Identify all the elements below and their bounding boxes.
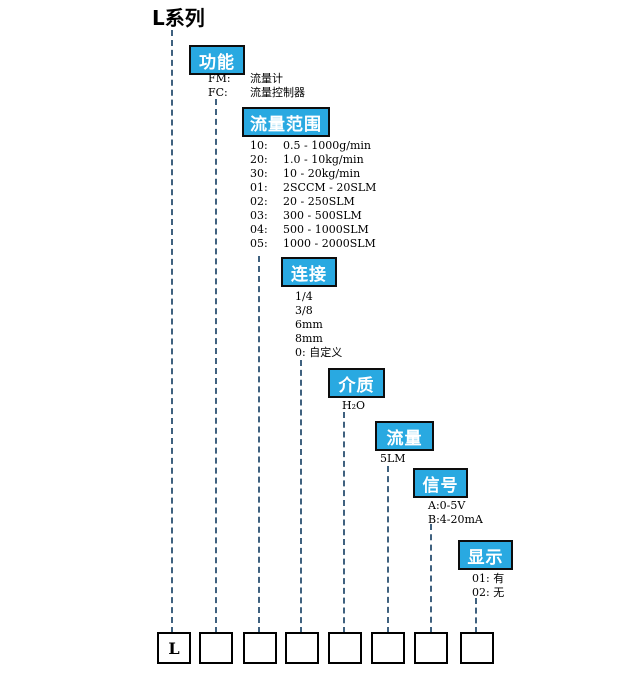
option-row: 02: 无 [472,586,504,600]
category-box-medium: 介质 [328,368,385,398]
option-row: H₂O [342,399,365,413]
option-row: 6mm [295,318,342,332]
category-box-flow: 流量 [375,421,434,451]
option-row: 3/8 [295,304,342,318]
option-code: FM: [208,72,231,85]
code-box-value: L [168,638,180,658]
option-desc: 1000 - 2000SLM [283,237,376,250]
option-desc: 流量控制器 [250,86,305,99]
option-code: 5LM [380,452,406,465]
option-row: 03: 300 - 500SLM [250,209,376,223]
option-list-signal: A:0-5V B:4-20mA [428,499,483,527]
option-list-function: FM: 流量计 FC: 流量控制器 [208,72,305,100]
option-row: 8mm [295,332,342,346]
option-code: 03: [250,209,268,222]
option-row: FM: 流量计 [208,72,305,86]
option-list-flow-range: 10: 0.5 - 1000g/min 20: 1.0 - 10kg/min 3… [250,139,376,251]
code-box-connection [285,632,319,664]
option-row: 30: 10 - 20kg/min [250,167,376,181]
category-label-connection: 连接 [291,264,327,285]
code-box-flow-range [243,632,277,664]
option-code: 8mm [295,332,323,345]
option-code: FC: [208,86,228,99]
option-code: 05: [250,237,268,250]
option-code: 02: 无 [472,586,505,599]
connector-line-flow-range [258,256,260,633]
category-box-connection: 连接 [281,257,337,287]
code-box-signal [414,632,448,664]
category-label-function: 功能 [199,52,235,73]
category-box-display: 显示 [458,540,513,570]
option-list-flow: 5LM [380,452,406,466]
option-row: 01: 2SCCM - 20SLM [250,181,376,195]
category-box-flow-range: 流量范围 [242,107,330,137]
option-desc: 20 - 250SLM [283,195,355,208]
option-code: B:4-20mA [428,513,483,526]
option-row: 05: 1000 - 2000SLM [250,237,376,251]
category-label-flow-range: 流量范围 [250,114,322,135]
option-row: 1/4 [295,290,342,304]
code-box-medium [328,632,362,664]
category-label-medium: 介质 [338,375,375,396]
option-row: 20: 1.0 - 10kg/min [250,153,376,167]
option-row: 10: 0.5 - 1000g/min [250,139,376,153]
option-desc: 10 - 20kg/min [283,167,361,180]
option-code: 1/4 [295,290,313,303]
option-row: 02: 20 - 250SLM [250,195,376,209]
option-list-display: 01: 有 02: 无 [472,572,504,600]
option-row: 5LM [380,452,406,466]
option-code: 01: [250,181,268,194]
option-row: FC: 流量控制器 [208,86,305,100]
code-box-flow [371,632,405,664]
option-code: A:0-5V [428,499,466,512]
connector-line-flow [387,466,389,633]
option-code: 3/8 [295,304,313,317]
category-label-display: 显示 [467,547,504,568]
code-box-series: L [157,632,191,664]
option-desc: 500 - 1000SLM [283,223,369,236]
connector-line-function [215,99,217,633]
connector-line-series [171,30,173,633]
option-code: H₂O [342,399,366,412]
option-code: 10: [250,139,268,152]
category-box-signal: 信号 [413,468,468,498]
option-desc: 1.0 - 10kg/min [283,153,364,166]
option-desc: 0.5 - 1000g/min [283,139,371,152]
option-row: B:4-20mA [428,513,483,527]
series-title: L系列 [152,6,205,30]
option-code: 6mm [295,318,323,331]
connector-line-display [475,598,477,633]
option-code: 20: [250,153,268,166]
code-box-display [460,632,494,664]
option-desc: 2SCCM - 20SLM [283,181,377,194]
option-code: 01: 有 [472,572,505,585]
option-code: 0: 自定义 [295,346,343,359]
category-box-function: 功能 [189,45,245,75]
option-code: 30: [250,167,268,180]
option-list-connection: 1/4 3/8 6mm 8mm 0: 自定义 [295,290,342,360]
option-code: 04: [250,223,268,236]
option-row: 04: 500 - 1000SLM [250,223,376,237]
option-code: 02: [250,195,268,208]
connector-line-connection [300,360,302,633]
option-row: 0: 自定义 [295,346,342,360]
option-desc: 流量计 [250,72,283,85]
code-box-function [199,632,233,664]
option-row: A:0-5V [428,499,483,513]
category-label-flow: 流量 [386,428,423,449]
connector-line-medium [343,412,345,633]
option-desc: 300 - 500SLM [283,209,362,222]
connector-line-signal [430,524,432,633]
option-list-medium: H₂O [342,399,365,413]
option-row: 01: 有 [472,572,504,586]
category-label-signal: 信号 [422,475,459,496]
